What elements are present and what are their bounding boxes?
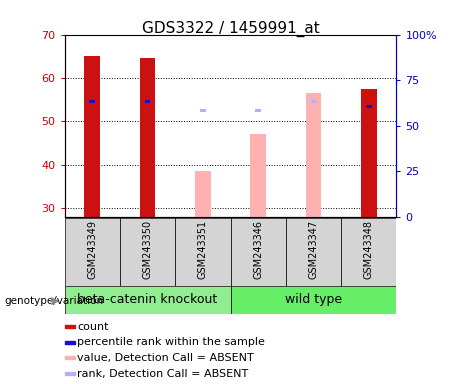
FancyBboxPatch shape — [230, 286, 396, 314]
Bar — [145, 100, 150, 103]
Bar — [65, 341, 75, 344]
Text: count: count — [77, 322, 109, 332]
Text: GSM243350: GSM243350 — [142, 220, 153, 279]
FancyBboxPatch shape — [120, 218, 175, 286]
Bar — [140, 58, 155, 217]
Text: beta-catenin knockout: beta-catenin knockout — [77, 293, 218, 306]
Bar — [366, 105, 372, 108]
Bar — [311, 100, 316, 103]
Text: percentile rank within the sample: percentile rank within the sample — [77, 337, 265, 347]
FancyBboxPatch shape — [230, 218, 286, 286]
Text: genotype/variation: genotype/variation — [5, 296, 104, 306]
Bar — [250, 134, 266, 217]
FancyBboxPatch shape — [65, 286, 230, 314]
FancyBboxPatch shape — [341, 218, 396, 286]
Bar — [200, 109, 206, 112]
Text: GSM243346: GSM243346 — [253, 220, 263, 279]
Bar — [361, 89, 377, 217]
Bar — [89, 100, 95, 103]
Text: GSM243348: GSM243348 — [364, 220, 374, 279]
Bar — [65, 372, 75, 375]
FancyBboxPatch shape — [65, 218, 120, 286]
Text: GDS3322 / 1459991_at: GDS3322 / 1459991_at — [142, 21, 319, 37]
Bar — [255, 109, 261, 112]
FancyBboxPatch shape — [175, 218, 230, 286]
Bar — [65, 356, 75, 359]
Bar — [195, 171, 211, 217]
Text: rank, Detection Call = ABSENT: rank, Detection Call = ABSENT — [77, 369, 248, 379]
Bar — [84, 56, 100, 217]
Text: wild type: wild type — [285, 293, 342, 306]
Text: GSM243351: GSM243351 — [198, 220, 208, 279]
FancyBboxPatch shape — [286, 218, 341, 286]
Text: GSM243347: GSM243347 — [308, 220, 319, 279]
Text: value, Detection Call = ABSENT: value, Detection Call = ABSENT — [77, 353, 254, 363]
Bar — [65, 325, 75, 328]
Text: GSM243349: GSM243349 — [87, 220, 97, 279]
Bar — [306, 93, 321, 217]
